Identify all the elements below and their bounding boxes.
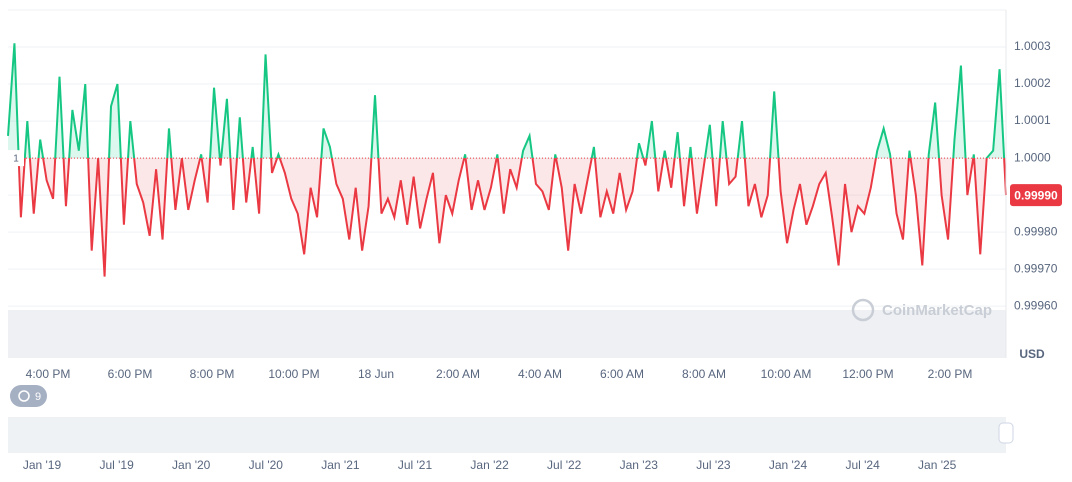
range-label: Jul '24: [845, 458, 880, 472]
x-tick-label: 12:00 PM: [842, 367, 893, 381]
range-label: Jul '23: [696, 458, 731, 472]
range-label: Jan '20: [172, 458, 211, 472]
history-badge[interactable]: 9: [10, 385, 47, 407]
x-tick-label: 6:00 PM: [108, 367, 153, 381]
range-label: Jul '22: [547, 458, 582, 472]
y-tick-label: 0.99960: [1014, 298, 1058, 312]
x-tick-label: 6:00 AM: [600, 367, 644, 381]
x-tick-label: 18 Jun: [358, 367, 394, 381]
y-tick-label: 1.0003: [1014, 39, 1051, 53]
y-tick-label: 1.0002: [1014, 76, 1051, 90]
range-label: Jan '22: [470, 458, 509, 472]
watermark: CoinMarketCap: [851, 298, 992, 322]
range-label: Jul '19: [99, 458, 134, 472]
range-label: Jan '23: [620, 458, 659, 472]
range-label: Jan '25: [918, 458, 957, 472]
x-tick-label: 4:00 PM: [26, 367, 71, 381]
range-label: Jan '24: [769, 458, 808, 472]
price-line-down: [17, 158, 1007, 277]
price-label: 0.99990: [1014, 188, 1058, 202]
y-tick-label: 0.99980: [1014, 224, 1058, 238]
volume-band: [8, 310, 1006, 358]
range-label: Jan '19: [23, 458, 62, 472]
x-tick-label: 4:00 AM: [518, 367, 562, 381]
range-label: Jul '20: [249, 458, 284, 472]
x-tick-label: 8:00 AM: [682, 367, 726, 381]
badge-count: 9: [35, 391, 41, 403]
current-price: 0.99990: [1010, 184, 1062, 207]
x-tick-label: 8:00 PM: [190, 367, 235, 381]
baseline-tag: [8, 150, 24, 167]
baseline-label: 1: [13, 154, 19, 165]
currency-label: USD: [1019, 347, 1045, 361]
watermark-text: CoinMarketCap: [882, 302, 992, 319]
range-handle[interactable]: [998, 422, 1014, 444]
y-tick-label: 1.0000: [1014, 150, 1051, 164]
area-down: [18, 158, 1006, 277]
y-tick-label: 1.0001: [1014, 113, 1051, 127]
range-label: Jan '21: [321, 458, 360, 472]
range-navigator[interactable]: [8, 417, 1006, 453]
price-tag: [1010, 184, 1062, 207]
x-tick-label: 2:00 PM: [928, 367, 973, 381]
range-label: Jul '21: [398, 458, 433, 472]
x-tick-label: 10:00 AM: [761, 367, 812, 381]
y-tick-label: 0.99970: [1014, 261, 1058, 275]
x-tick-label: 2:00 AM: [436, 367, 480, 381]
x-tick-label: 10:00 PM: [268, 367, 319, 381]
